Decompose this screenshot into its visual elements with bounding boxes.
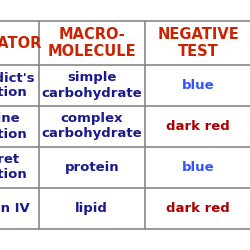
Text: simple
carbohydrate: simple carbohydrate (42, 72, 142, 100)
Text: complex
carbohydrate: complex carbohydrate (42, 112, 142, 140)
Text: Iodine
solution: Iodine solution (0, 112, 27, 140)
Text: Benedict's
solution: Benedict's solution (0, 72, 36, 100)
Text: NEGATIVE
TEST: NEGATIVE TEST (157, 27, 239, 59)
Text: protein: protein (64, 161, 119, 174)
Text: dark red: dark red (166, 202, 230, 215)
Text: dark red: dark red (166, 120, 230, 133)
Text: MACRO-
MOLECULE: MACRO- MOLECULE (48, 27, 136, 59)
Text: Biuret
solution: Biuret solution (0, 154, 27, 182)
Text: Sudan IV: Sudan IV (0, 202, 30, 215)
Text: blue: blue (182, 79, 214, 92)
Text: lipid: lipid (75, 202, 108, 215)
Text: INDICATOR: INDICATOR (0, 36, 42, 51)
Text: blue: blue (182, 161, 214, 174)
